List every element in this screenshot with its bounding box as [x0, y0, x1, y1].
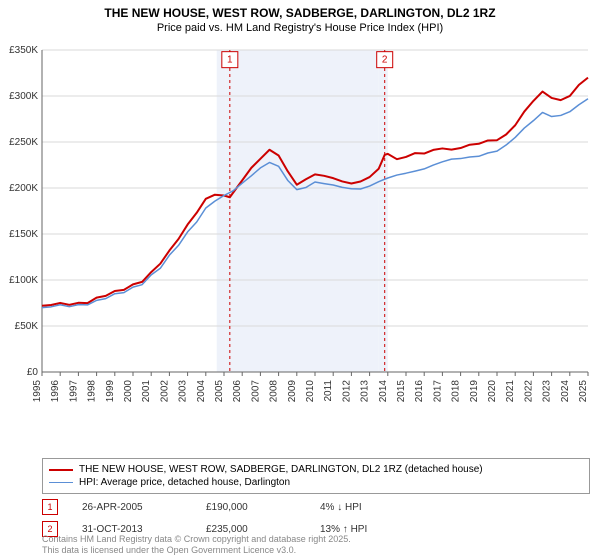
svg-text:2019: 2019 — [469, 380, 480, 403]
marker-delta: 13% ↑ HPI — [320, 524, 420, 535]
svg-text:2020: 2020 — [487, 380, 498, 403]
marker-badge: 1 — [42, 499, 58, 515]
marker-row: 1 26-APR-2005 £190,000 4% ↓ HPI — [42, 496, 420, 518]
attribution-line: Contains HM Land Registry data © Crown c… — [42, 534, 351, 545]
attribution: Contains HM Land Registry data © Crown c… — [42, 534, 351, 556]
legend-item: THE NEW HOUSE, WEST ROW, SADBERGE, DARLI… — [49, 463, 583, 476]
marker-date: 26-APR-2005 — [82, 502, 182, 513]
svg-text:2014: 2014 — [378, 380, 389, 403]
attribution-line: This data is licensed under the Open Gov… — [42, 545, 351, 556]
svg-text:2012: 2012 — [341, 380, 352, 403]
marker-price: £190,000 — [206, 502, 296, 513]
svg-text:2: 2 — [382, 55, 388, 66]
svg-text:£0: £0 — [27, 367, 39, 378]
legend-label: HPI: Average price, detached house, Darl… — [79, 477, 290, 488]
legend-label: THE NEW HOUSE, WEST ROW, SADBERGE, DARLI… — [79, 464, 483, 475]
svg-text:1996: 1996 — [50, 380, 61, 403]
marker-date: 31-OCT-2013 — [82, 524, 182, 535]
svg-text:2018: 2018 — [451, 380, 462, 403]
svg-text:2025: 2025 — [578, 380, 589, 403]
svg-text:2000: 2000 — [123, 380, 134, 403]
chart-container: THE NEW HOUSE, WEST ROW, SADBERGE, DARLI… — [0, 0, 600, 560]
svg-text:2023: 2023 — [542, 380, 553, 403]
svg-text:£350K: £350K — [9, 45, 38, 56]
svg-text:£100K: £100K — [9, 275, 38, 286]
svg-text:2011: 2011 — [323, 380, 334, 402]
chart-svg: £0£50K£100K£150K£200K£250K£300K£350K1995… — [42, 44, 592, 414]
svg-text:1998: 1998 — [87, 380, 98, 403]
chart-plot-area: £0£50K£100K£150K£200K£250K£300K£350K1995… — [42, 44, 592, 414]
svg-text:1995: 1995 — [32, 380, 43, 403]
svg-text:2003: 2003 — [178, 380, 189, 403]
svg-text:£50K: £50K — [15, 321, 39, 332]
svg-text:1997: 1997 — [68, 380, 79, 403]
legend-item: HPI: Average price, detached house, Darl… — [49, 476, 583, 489]
svg-text:2001: 2001 — [141, 380, 152, 403]
svg-text:1999: 1999 — [105, 380, 116, 403]
marker-table: 1 26-APR-2005 £190,000 4% ↓ HPI 2 31-OCT… — [42, 496, 420, 540]
svg-text:£200K: £200K — [9, 183, 38, 194]
svg-text:2010: 2010 — [305, 380, 316, 403]
svg-text:2013: 2013 — [360, 380, 371, 403]
chart-subtitle: Price paid vs. HM Land Registry's House … — [0, 22, 600, 38]
svg-text:1: 1 — [227, 55, 233, 66]
svg-text:2005: 2005 — [214, 380, 225, 403]
svg-text:2002: 2002 — [159, 380, 170, 403]
svg-text:2015: 2015 — [396, 380, 407, 403]
svg-text:2017: 2017 — [432, 380, 443, 403]
svg-text:2024: 2024 — [560, 380, 571, 403]
marker-price: £235,000 — [206, 524, 296, 535]
svg-text:£250K: £250K — [9, 137, 38, 148]
legend: THE NEW HOUSE, WEST ROW, SADBERGE, DARLI… — [42, 458, 590, 494]
svg-text:2006: 2006 — [232, 380, 243, 403]
chart-title: THE NEW HOUSE, WEST ROW, SADBERGE, DARLI… — [0, 0, 600, 22]
svg-text:2022: 2022 — [523, 380, 534, 403]
svg-text:2004: 2004 — [196, 380, 207, 403]
legend-swatch — [49, 469, 73, 471]
svg-text:£300K: £300K — [9, 91, 38, 102]
svg-text:2021: 2021 — [505, 380, 516, 403]
svg-text:2007: 2007 — [250, 380, 261, 403]
svg-text:£150K: £150K — [9, 229, 38, 240]
svg-text:2016: 2016 — [414, 380, 425, 403]
svg-text:2008: 2008 — [269, 380, 280, 403]
legend-swatch — [49, 482, 73, 484]
svg-text:2009: 2009 — [287, 380, 298, 403]
marker-delta: 4% ↓ HPI — [320, 502, 420, 513]
